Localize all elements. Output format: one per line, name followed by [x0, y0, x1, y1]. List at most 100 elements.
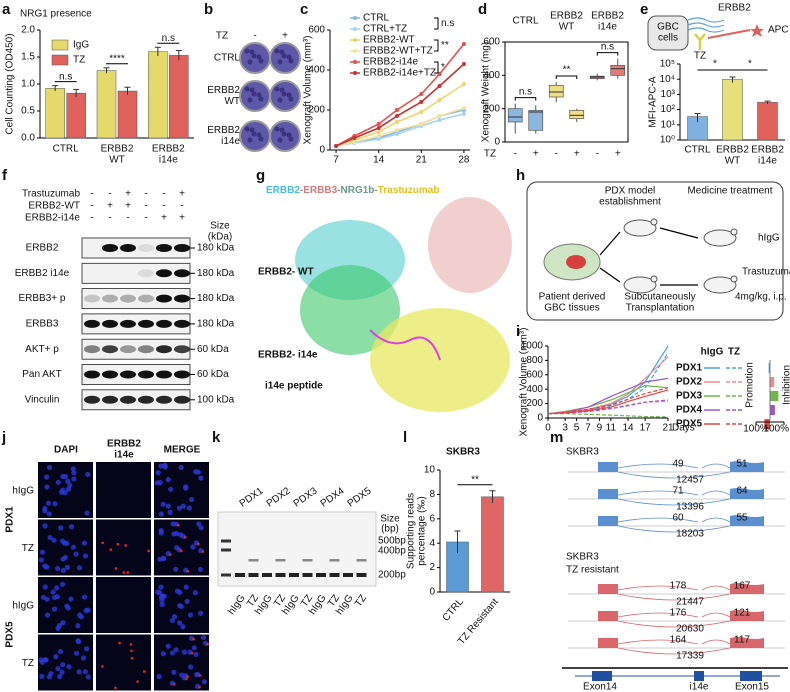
nucleus: [198, 475, 204, 481]
row-label: ERBB3: [26, 319, 59, 330]
erbb3: [428, 197, 512, 293]
point: [376, 126, 381, 130]
band: [84, 294, 100, 303]
peptide: [369, 329, 441, 361]
x-tick-label: -: [514, 149, 517, 160]
y-tick-label: 0: [319, 145, 325, 156]
y-tick-label: 1.0: [21, 79, 35, 90]
x-tick-label: WT: [725, 156, 741, 167]
nucleus: [73, 551, 79, 557]
band: [120, 244, 136, 252]
group-title: TZ resistant: [566, 565, 619, 576]
bracket: [596, 52, 619, 56]
title-part: ERBB2: [266, 185, 300, 196]
nucleus: [190, 544, 196, 550]
chart-title: SKBR3: [446, 447, 480, 458]
band: [138, 345, 154, 354]
signal: [176, 523, 180, 527]
nucleus: [38, 557, 45, 563]
line: [547, 352, 669, 415]
annotation: *: [748, 59, 752, 70]
size-header: (kDa): [208, 232, 232, 243]
band: [156, 345, 172, 354]
plot-frame: [504, 41, 629, 143]
marker-label: 400bp: [378, 546, 406, 557]
junction-count: 178: [670, 581, 687, 592]
x-tick-label: 7: [585, 423, 591, 434]
nucleus: [158, 511, 164, 517]
colony: [274, 126, 280, 132]
colony: [286, 92, 292, 98]
structure-title: ERBB2-ERBB3-NRG1b-Trastuzumab: [266, 185, 439, 196]
legend-label: ERBB2-WT+TZ: [363, 46, 433, 57]
coverage: [598, 610, 764, 621]
colony: [247, 59, 253, 65]
annotation: n.s: [601, 41, 614, 52]
mouse-ear: [650, 218, 658, 226]
annotation: ****: [109, 53, 125, 64]
y-tick-label: 1000: [521, 341, 544, 352]
colony: [256, 54, 262, 60]
point: [376, 130, 381, 134]
band: [302, 573, 313, 577]
size-label: 60 kDa: [197, 369, 229, 380]
x-tick-label: 28: [458, 155, 470, 166]
point: [376, 122, 381, 126]
nucleus: [181, 649, 188, 655]
junction: [617, 490, 731, 506]
point: [394, 132, 399, 136]
mouse-ear: [730, 275, 738, 283]
sign: -: [108, 189, 111, 200]
x-tick-label: 3: [562, 423, 568, 434]
nucleus: [76, 565, 83, 571]
nucleus: [165, 477, 171, 483]
image-cell: [96, 462, 151, 518]
step-label: Subcutaneously: [624, 292, 695, 303]
x-tick-label: 21: [662, 423, 674, 434]
band: [138, 395, 154, 404]
x-tick-label: ERBB2: [716, 145, 749, 156]
sign: +: [125, 189, 131, 200]
signal: [130, 649, 133, 653]
band: [174, 269, 190, 278]
nucleus: [68, 596, 74, 602]
marker-label: 500bp: [378, 536, 406, 547]
band: [156, 244, 172, 252]
nucleus: [159, 597, 165, 604]
sign: -: [162, 201, 165, 212]
junction: [617, 612, 731, 628]
nucleus: [158, 530, 164, 536]
nucleus: [157, 590, 163, 596]
colony: [258, 136, 264, 142]
nucleus: [46, 511, 52, 517]
nucleus: [73, 650, 80, 656]
signal: [142, 670, 146, 673]
signal: [201, 550, 205, 553]
point: [352, 140, 357, 144]
signal: [136, 680, 139, 683]
legend-label: TZ: [73, 55, 85, 66]
x-tick-label: CTRL: [441, 596, 466, 623]
colony: [251, 53, 257, 59]
nucleus: [55, 479, 61, 485]
y-tick-label: 10¹: [661, 119, 676, 130]
colony: [244, 48, 250, 54]
bar: [148, 51, 168, 139]
band: [262, 573, 272, 577]
image-cell: [38, 634, 93, 691]
point: [334, 144, 339, 148]
nucleus: [81, 540, 88, 546]
y-tick-label: 6: [429, 513, 435, 524]
panel-letter: h: [516, 167, 525, 184]
colony: [247, 97, 253, 103]
axis-title: MFI-APC-A: [648, 76, 659, 127]
x-tick-label: 100%: [743, 424, 769, 435]
sign: -: [180, 201, 183, 212]
nucleus: [55, 625, 61, 631]
point: [461, 106, 466, 110]
legend-label: PDX4: [676, 405, 703, 416]
nucleus: [156, 673, 162, 680]
band: [248, 559, 259, 562]
band: [102, 244, 118, 252]
band: [138, 319, 154, 328]
